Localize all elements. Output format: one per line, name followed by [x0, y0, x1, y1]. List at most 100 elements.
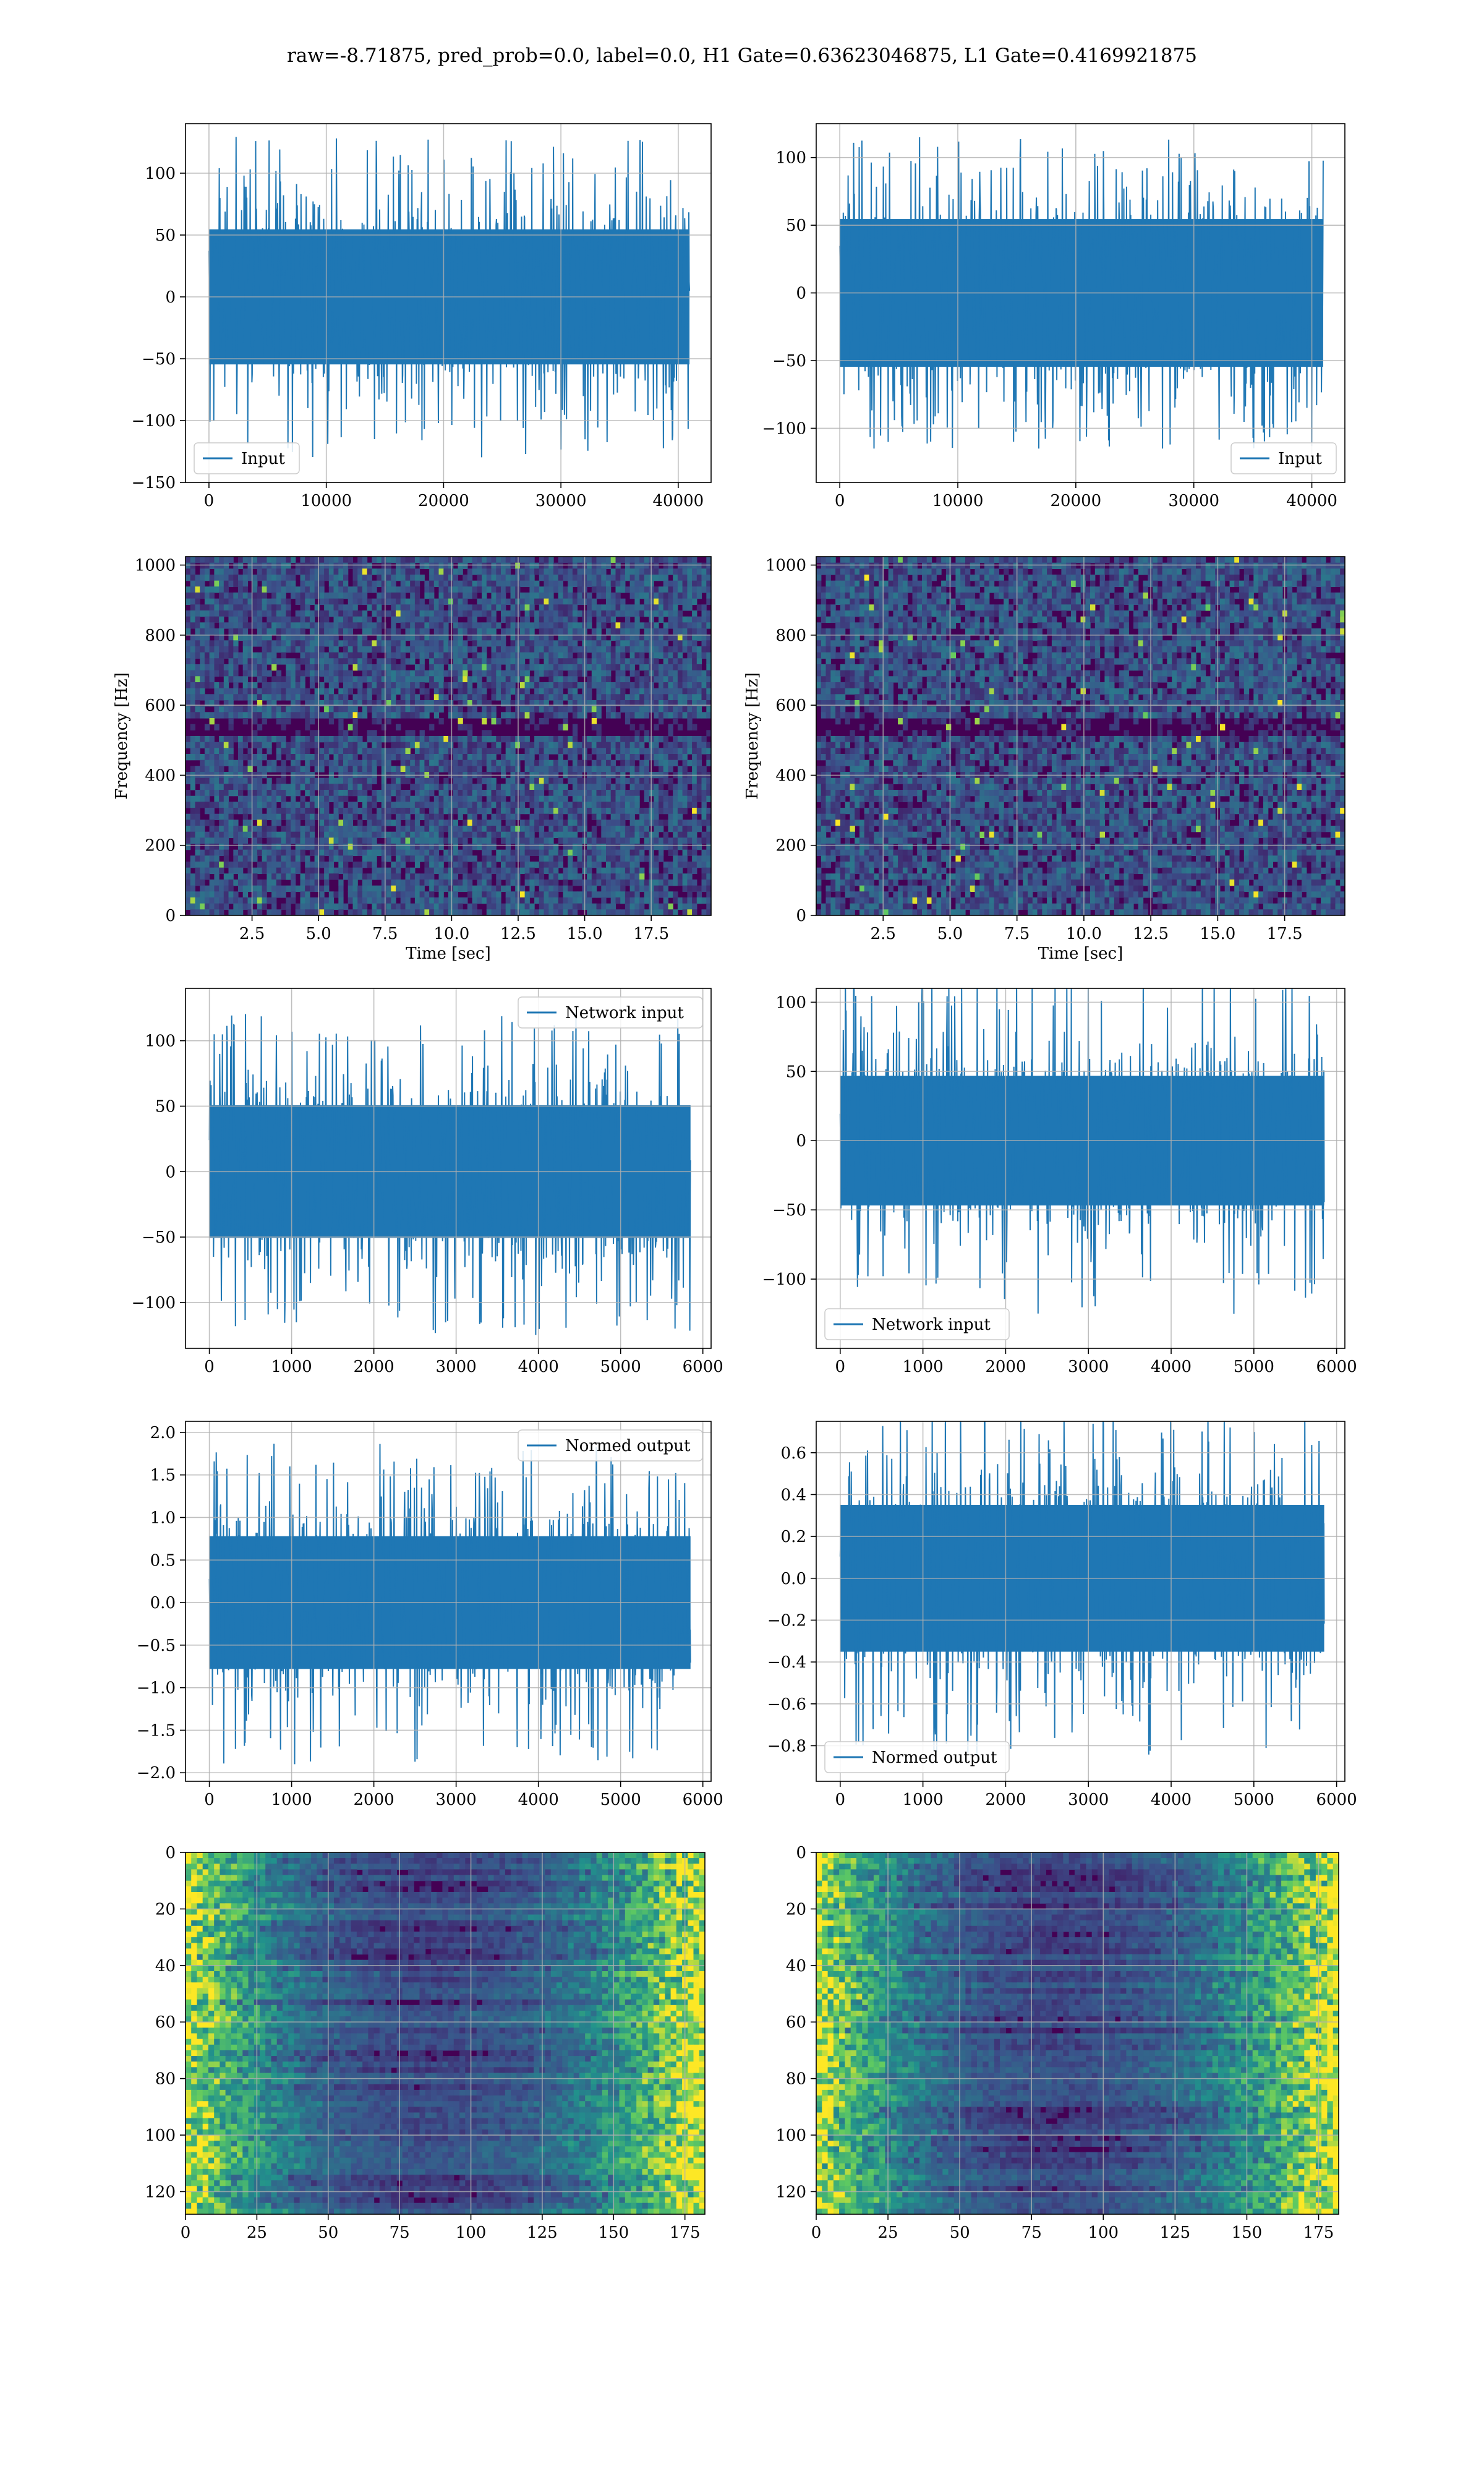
waveform-network-h1-plot-area [186, 988, 711, 1348]
waveform-input-l1-frame [816, 123, 1345, 483]
waveform-network-h1-series-line [208, 1012, 691, 1335]
waveform-input-l1-xtick-label: 20000 [1051, 492, 1102, 510]
spectrogram-h1-ylabel: Frequency [Hz] [113, 672, 131, 800]
spectrogram-l1-xtick-label: 15.0 [1200, 925, 1235, 943]
feature-map-l1-frame [816, 1852, 1339, 2215]
waveform-network-l1-axes: 0 1000 2000 3000 4000 5000 6000 −100 −50 0 50 100 Ne… [762, 988, 1357, 1376]
spectrogram-l1-axes: 2.5 5.0 7.5 10.0 12.5 15.0 17.5 0 200 400 600 800 10… [743, 556, 1345, 963]
waveform-network-l1-xtick-label: 4000 [1151, 1358, 1192, 1376]
feature-map-h1-xtick-label: 175 [670, 2224, 701, 2242]
waveform-normed-h1-ytick-label: 2.0 [150, 1424, 176, 1442]
feature-map-h1-xtick-label: 125 [527, 2224, 558, 2242]
feature-map-l1-cells [816, 1852, 1339, 2214]
waveform-normed-h1-xtick-label: 0 [204, 1791, 215, 1809]
waveform-input-h1-axes: 0 10000 20000 30000 40000 −150 −100 −50 0 50 100 In… [132, 123, 712, 510]
waveform-normed-h1-xtick-label: 3000 [436, 1791, 477, 1809]
feature-map-l1-ytick-label: 80 [786, 2070, 806, 2089]
waveform-normed-l1-ytick-label: 0.6 [781, 1444, 806, 1463]
waveform-network-h1-frame [185, 988, 712, 1349]
feature-map-l1-ytick-label: 20 [786, 1900, 806, 1919]
waveform-network-h1-legend-label: Network input [565, 1004, 684, 1022]
waveform-network-l1-legend: Network input [824, 1308, 1010, 1340]
waveform-normed-h1-xtick-label: 4000 [518, 1791, 559, 1809]
waveform-normed-l1-legend: Normed output [824, 1741, 1010, 1773]
waveform-normed-l1-series-line [839, 1421, 1325, 1757]
waveform-network-l1-xtick-label: 0 [835, 1358, 846, 1376]
waveform-input-l1-legend-label: Input [1278, 450, 1322, 468]
waveform-input-h1-xtick-label: 30000 [535, 492, 587, 510]
waveform-network-l1-ytick-label: −100 [762, 1270, 806, 1289]
waveform-input-h1-legend-label: Input [241, 450, 285, 468]
waveform-normed-h1-legend-label: Normed output [565, 1437, 691, 1455]
waveform-normed-l1-ytick-label: −0.6 [767, 1695, 806, 1714]
waveform-normed-h1-xtick-label: 1000 [271, 1791, 312, 1809]
feature-map-h1-xtick-label: 0 [181, 2224, 191, 2242]
spectrogram-l1-ytick-label: 1000 [765, 557, 806, 575]
spectrogram-h1-grid [186, 557, 711, 915]
feature-map-l1-xtick-label: 175 [1303, 2224, 1334, 2242]
waveform-normed-h1-ytick-label: 0.5 [150, 1551, 176, 1570]
waveform-normed-h1-ytick-label: −0.5 [137, 1637, 176, 1655]
spectrogram-l1-xtick-label: 12.5 [1133, 925, 1169, 943]
spectrogram-h1-axes: 2.5 5.0 7.5 10.0 12.5 15.0 17.5 0 200 400 600 800 10… [113, 556, 712, 963]
waveform-network-h1-xtick-label: 2000 [354, 1358, 394, 1376]
waveform-normed-h1-ytick-label: 1.5 [150, 1466, 176, 1485]
feature-map-h1-xtick-label: 150 [598, 2224, 629, 2242]
feature-map-h1-axes: 0 25 50 75 100 125 150 175 0 20 40 60 80 100 120 [145, 1844, 706, 2242]
waveform-normed-l1-frame [816, 1421, 1345, 1782]
waveform-input-h1-series-line [208, 137, 691, 458]
waveform-network-h1-xtick-label: 4000 [518, 1358, 559, 1376]
spectrogram-l1-ylabel: Frequency [Hz] [743, 672, 762, 800]
waveform-input-h1-ytick-label: 50 [155, 226, 176, 245]
waveform-normed-h1-grid [186, 1421, 711, 1781]
waveform-input-l1-axes: 0 10000 20000 30000 40000 −100 −50 0 50 100 Input [762, 123, 1345, 510]
waveform-normed-h1-xtick-label: 2000 [354, 1791, 394, 1809]
waveform-input-l1-ytick-label: 50 [786, 216, 806, 235]
waveform-input-h1-plot-area [186, 124, 711, 482]
feature-map-h1-ytick-label: 60 [155, 2013, 176, 2032]
feature-map-l1-plot-area [816, 1852, 1339, 2214]
waveform-network-l1-legend-label: Network input [872, 1316, 991, 1334]
waveform-normed-l1-plot-area [816, 1421, 1345, 1781]
waveform-normed-l1-ytick-label: 0.0 [781, 1570, 806, 1588]
spectrogram-l1-xtick-label: 10.0 [1066, 925, 1102, 943]
spectrogram-h1-xtick-label: 7.5 [372, 925, 398, 943]
waveform-input-h1-xtick-label: 0 [204, 492, 215, 510]
feature-map-l1-ytick-label: 120 [775, 2183, 806, 2201]
waveform-network-h1-ytick-label: 100 [145, 1032, 176, 1051]
waveform-input-l1-grid [816, 124, 1345, 482]
waveform-normed-h1-xtick-label: 5000 [600, 1791, 641, 1809]
feature-map-h1-plot-area [186, 1852, 705, 2214]
spectrogram-h1-ytick-label: 200 [145, 837, 176, 855]
waveform-network-h1-ytick-label: −50 [142, 1228, 176, 1247]
waveform-network-l1-ytick-label: 100 [775, 993, 806, 1012]
spectrogram-h1-xtick-label: 10.0 [433, 925, 469, 943]
waveform-normed-h1-series-line [208, 1444, 691, 1765]
spectrogram-h1-ytick-label: 600 [145, 696, 176, 715]
spectrogram-l1-ytick-label: 400 [775, 766, 806, 785]
waveform-normed-l1-xtick-label: 0 [835, 1791, 846, 1809]
feature-map-l1-ytick-label: 0 [796, 1844, 806, 1862]
feature-map-l1-xtick-label: 150 [1232, 2224, 1263, 2242]
spectrogram-h1-xtick-label: 12.5 [500, 925, 536, 943]
feature-map-h1-frame [185, 1852, 706, 2215]
feature-map-l1-axes: 0 25 50 75 100 125 150 175 0 20 40 60 80 100 120 [775, 1844, 1339, 2242]
spectrogram-l1-xtick-label: 2.5 [871, 925, 896, 943]
waveform-input-l1-ytick-label: 100 [775, 149, 806, 168]
spectrogram-l1-ytick-label: 800 [775, 627, 806, 645]
waveform-input-h1-frame [185, 123, 712, 483]
waveform-network-l1-xtick-label: 3000 [1068, 1358, 1109, 1376]
waveform-network-l1-xtick-label: 2000 [985, 1358, 1026, 1376]
waveform-normed-h1-legend: Normed output [518, 1429, 703, 1462]
spectrogram-l1-xlabel: Time [sec] [1038, 944, 1124, 963]
waveform-network-h1-xtick-label: 0 [204, 1358, 215, 1376]
feature-map-l1-xtick-label: 100 [1088, 2224, 1119, 2242]
spectrogram-l1-ytick-label: 0 [796, 907, 806, 925]
spectrogram-h1-cells [186, 557, 711, 915]
waveform-normed-h1-axes: 0 1000 2000 3000 4000 5000 6000 −2.0 −1.5 −1.0 −0.… [137, 1421, 723, 1809]
waveform-input-h1-ytick-label: −150 [132, 474, 176, 492]
waveform-network-l1-xtick-label: 1000 [903, 1358, 944, 1376]
feature-map-h1-ytick-label: 40 [155, 1957, 176, 1975]
feature-map-l1-xtick-label: 125 [1160, 2224, 1191, 2242]
